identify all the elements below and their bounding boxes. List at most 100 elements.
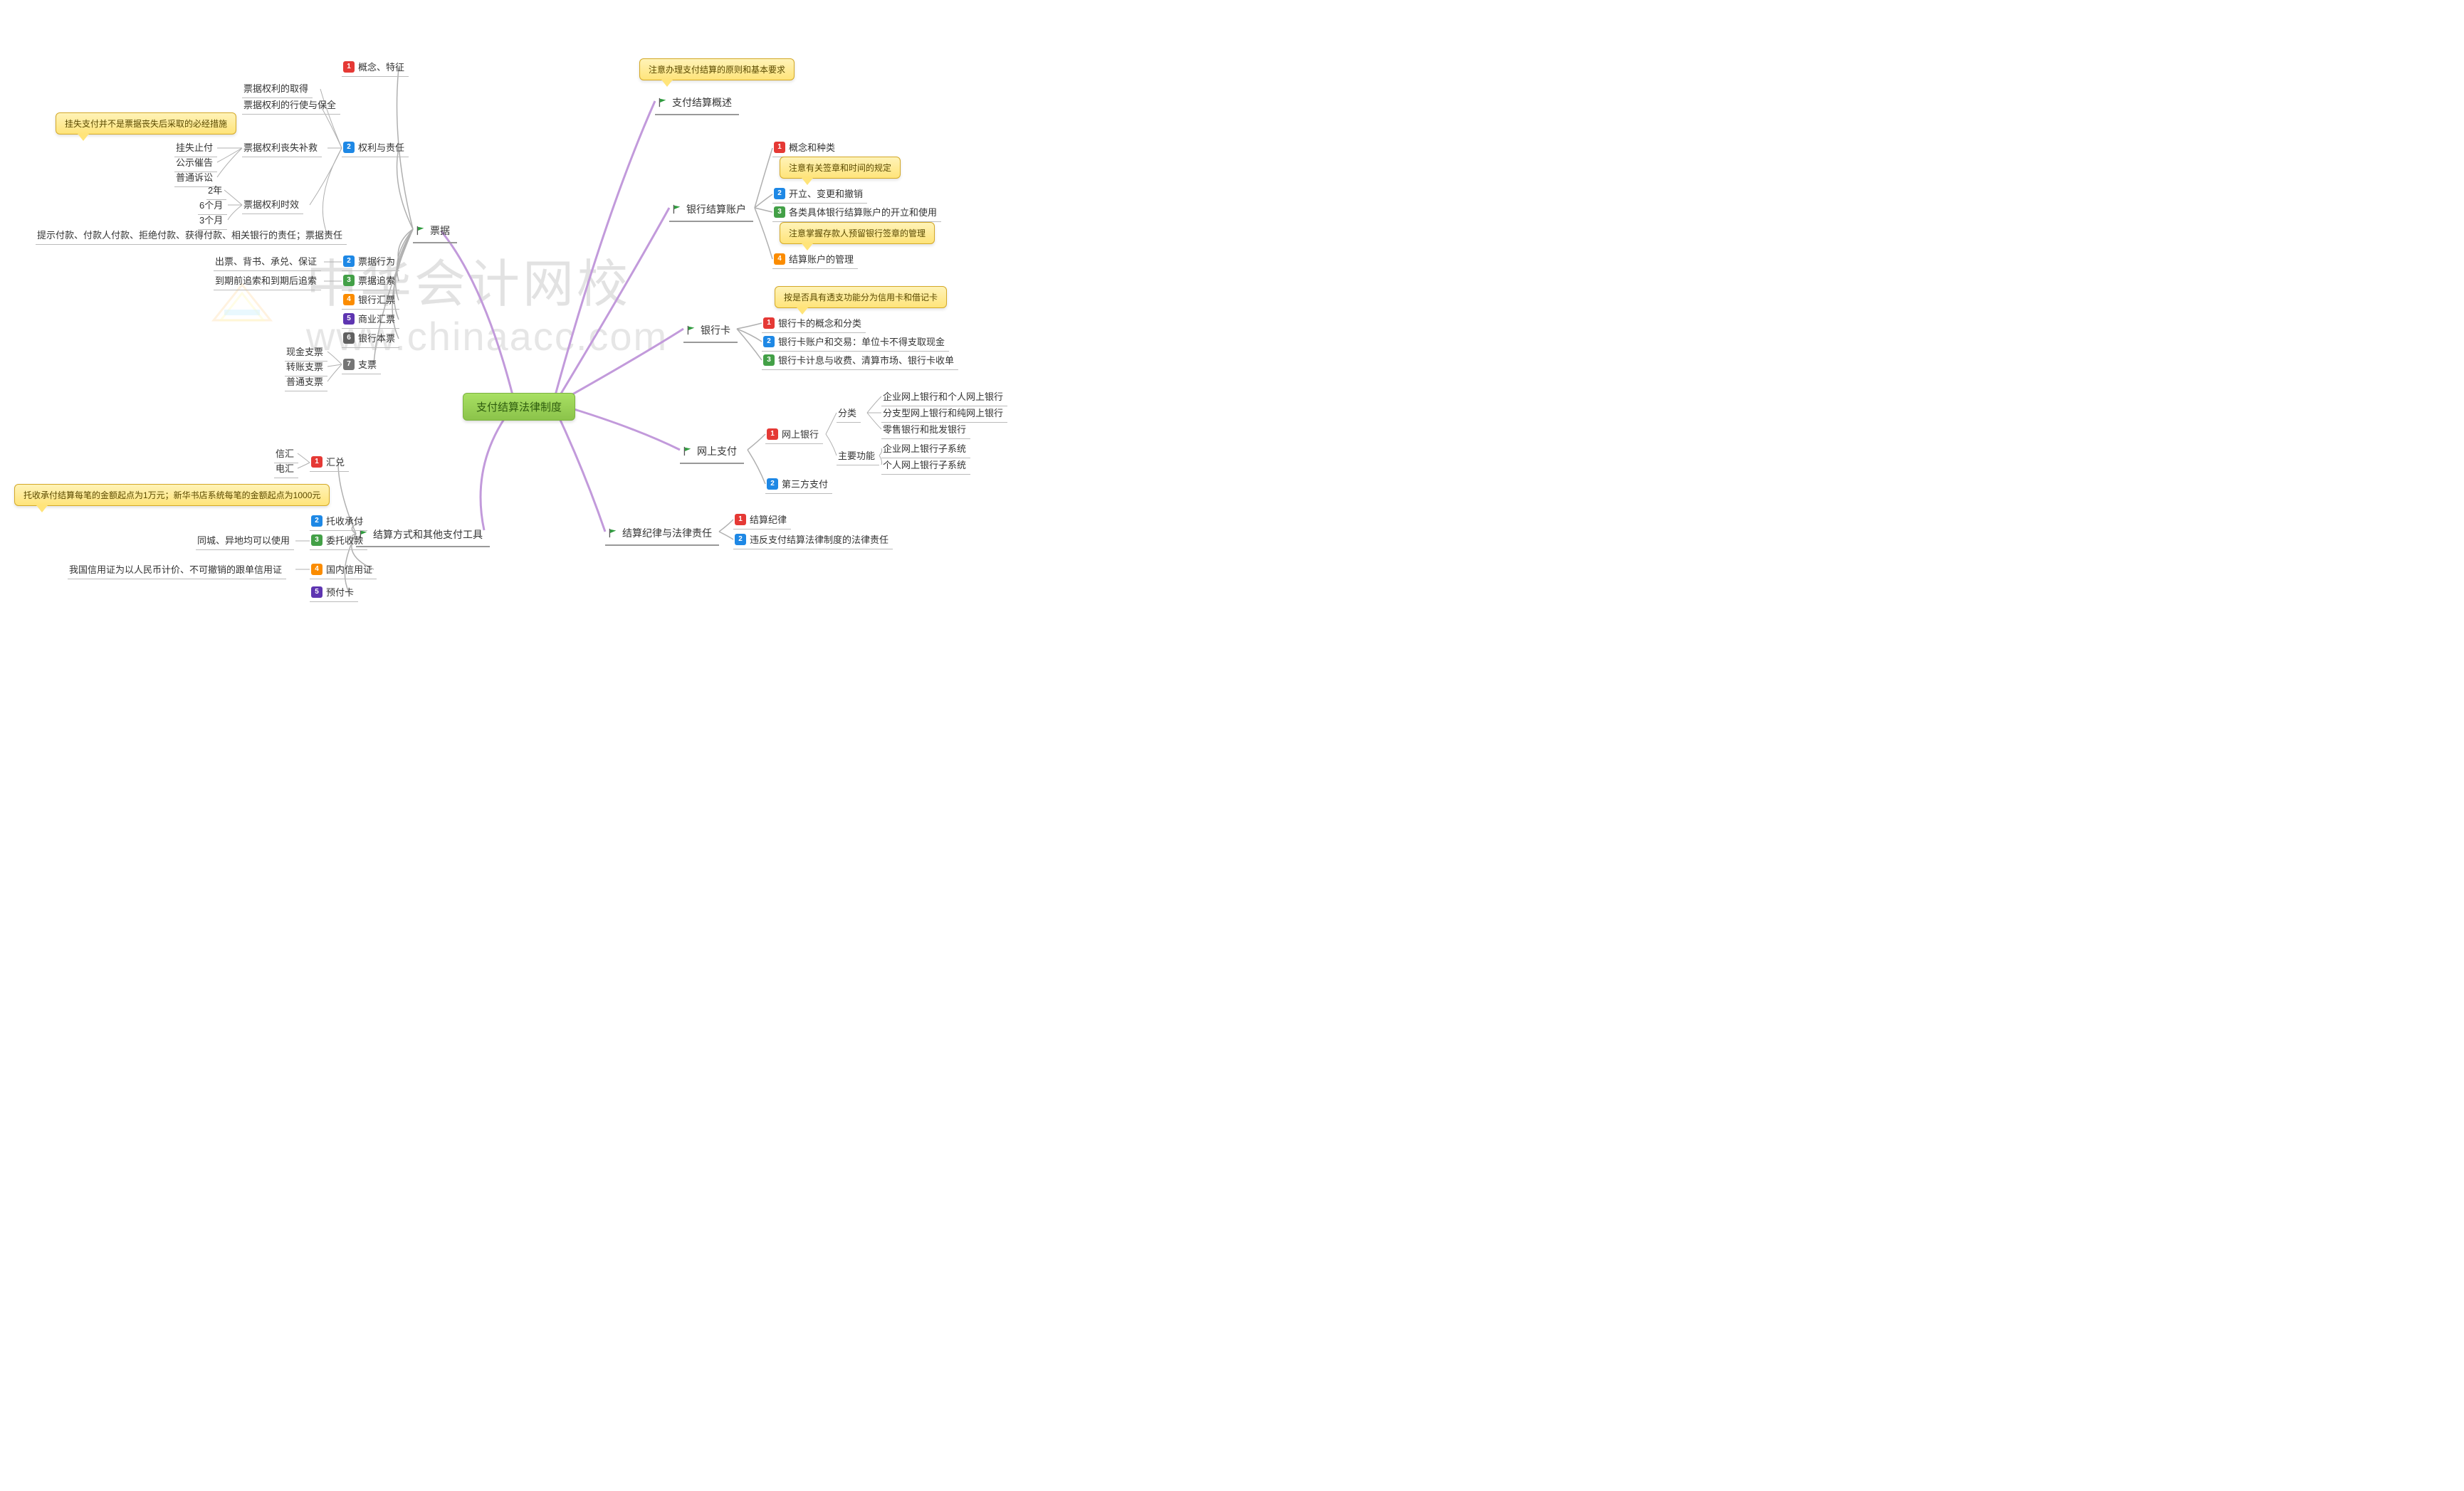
leaf-node: 个人网上银行子系统	[881, 456, 970, 475]
leaf-node: 普通支票	[285, 373, 327, 391]
branch-label: 网上支付	[697, 444, 737, 458]
leaf-label: 各类具体银行结算账户的开立和使用	[789, 205, 937, 218]
leaf-label: 开立、变更和撤销	[789, 186, 863, 200]
leaf-label: 2年	[208, 183, 222, 196]
leaf-label: 违反支付结算法律制度的法律责任	[750, 532, 888, 546]
leaf-label: 同城、异地均可以使用	[197, 533, 290, 547]
leaf-label: 银行卡计息与收费、清算市场、银行卡收单	[778, 353, 954, 367]
leaf-node: 出票、背书、承兑、保证	[214, 253, 321, 271]
branch-label: 结算方式和其他支付工具	[373, 527, 483, 542]
leaf-label: 提示付款、付款人付款、拒绝付款、获得付款、相关银行的责任；票据责任	[37, 228, 342, 241]
root-node: 支付结算法律制度	[463, 393, 575, 421]
branch-gaishu: 支付结算概述	[655, 93, 739, 115]
leaf-label: 票据权利丧失补救	[243, 140, 318, 154]
leaf-label: 预付卡	[326, 585, 354, 599]
leaf-node: 主要功能	[837, 447, 879, 465]
leaf-label: 现金支票	[286, 344, 323, 358]
leaf-node: 提示付款、付款人付款、拒绝付款、获得付款、相关银行的责任；票据责任	[36, 226, 347, 245]
leaf-node: 1汇兑	[310, 453, 349, 472]
branch-label: 支付结算概述	[672, 95, 732, 110]
leaf-node: 1网上银行	[765, 426, 823, 444]
leaf-label: 概念、特征	[358, 60, 404, 73]
leaf-label: 票据权利的行使与保全	[243, 98, 336, 111]
leaf-label: 个人网上银行子系统	[883, 458, 966, 471]
leaf-node: 票据权利丧失补救	[242, 139, 322, 157]
branch-wangshang: 网上支付	[680, 441, 744, 464]
leaf-label: 我国信用证为以人民币计价、不可撤销的跟单信用证	[69, 562, 282, 576]
leaf-node: 3委托收款	[310, 532, 367, 550]
leaf-node: 我国信用证为以人民币计价、不可撤销的跟单信用证	[68, 561, 286, 579]
branch-label: 结算纪律与法律责任	[622, 526, 712, 540]
leaf-node: 零售银行和批发银行	[881, 421, 970, 439]
leaf-label: 出票、背书、承兑、保证	[215, 254, 317, 268]
branch-jiesuan: 结算方式和其他支付工具	[356, 525, 490, 547]
leaf-node: 2第三方支付	[765, 475, 832, 494]
leaf-label: 票据权利时效	[243, 197, 299, 211]
leaf-node: 同城、异地均可以使用	[196, 532, 294, 550]
branch-label: 银行卡	[701, 323, 730, 337]
leaf-node: 1概念和种类	[772, 139, 839, 157]
branch-yinhangka: 银行卡	[683, 320, 738, 343]
leaf-node: 4结算账户的管理	[772, 251, 858, 269]
leaf-label: 商业汇票	[358, 312, 395, 325]
branch-label: 票据	[430, 223, 450, 238]
leaf-label: 结算账户的管理	[789, 252, 854, 265]
leaf-node: 7支票	[342, 356, 381, 374]
leaf-node: 1银行卡的概念和分类	[762, 315, 866, 333]
leaf-node: 票据权利时效	[242, 196, 303, 214]
leaf-label: 票据权利的取得	[243, 81, 308, 95]
leaf-label: 公示催告	[176, 155, 213, 169]
leaf-node: 1概念、特征	[342, 58, 409, 77]
leaf-label: 银行汇票	[358, 293, 395, 306]
leaf-label: 银行卡账户和交易：单位卡不得支取现金	[778, 334, 945, 348]
leaf-label: 托收承付	[326, 514, 363, 527]
callout-note: 注意办理支付结算的原则和基本要求	[639, 58, 795, 80]
leaf-node: 2权利与责任	[342, 139, 409, 157]
leaf-node: 4银行汇票	[342, 291, 399, 310]
leaf-label: 网上银行	[782, 427, 819, 441]
leaf-label: 国内信用证	[326, 562, 372, 576]
branch-zhanghu: 银行结算账户	[669, 199, 753, 222]
leaf-label: 委托收款	[326, 533, 363, 547]
leaf-label: 票据行为	[358, 254, 395, 268]
leaf-label: 零售银行和批发银行	[883, 422, 966, 436]
leaf-label: 汇兑	[326, 455, 345, 468]
leaf-label: 分类	[838, 406, 856, 419]
leaf-node: 2票据行为	[342, 253, 399, 271]
leaf-label: 票据追索	[358, 273, 395, 287]
leaf-label: 分支型网上银行和纯网上银行	[883, 406, 1003, 419]
branch-jilv: 结算纪律与法律责任	[605, 523, 719, 546]
leaf-node: 2银行卡账户和交易：单位卡不得支取现金	[762, 333, 949, 352]
leaf-label: 银行本票	[358, 331, 395, 344]
leaf-node: 3票据追索	[342, 272, 399, 290]
callout-note: 按是否具有透支功能分为信用卡和借记卡	[775, 286, 947, 308]
leaf-node: 5预付卡	[310, 584, 358, 602]
branch-piaoju: 票据	[413, 221, 457, 243]
leaf-node: 电汇	[274, 460, 298, 478]
leaf-label: 挂失止付	[176, 140, 213, 154]
leaf-label: 权利与责任	[358, 140, 404, 154]
leaf-label: 第三方支付	[782, 477, 828, 490]
callout-note: 托收承付结算每笔的金额起点为1万元；新华书店系统每笔的金额起点为1000元	[14, 484, 330, 506]
leaf-node: 2托收承付	[310, 512, 367, 531]
leaf-node: 4国内信用证	[310, 561, 377, 579]
leaf-label: 主要功能	[838, 448, 875, 462]
leaf-node: 3各类具体银行结算账户的开立和使用	[772, 204, 941, 222]
branch-label: 银行结算账户	[686, 202, 746, 216]
callout-note: 挂失支付并不是票据丧失后采取的必经措施	[56, 112, 236, 135]
leaf-label: 结算纪律	[750, 512, 787, 526]
leaf-node: 票据权利的行使与保全	[242, 96, 340, 115]
leaf-node: 3个月	[198, 211, 227, 230]
callout-note: 注意掌握存款人预留银行签章的管理	[780, 222, 935, 244]
leaf-label: 概念和种类	[789, 140, 835, 154]
leaf-label: 企业网上银行和个人网上银行	[883, 389, 1003, 403]
leaf-node: 分类	[837, 404, 861, 423]
leaf-label: 企业网上银行子系统	[883, 441, 966, 455]
leaf-node: 到期前追索和到期后追索	[214, 272, 321, 290]
leaf-label: 银行卡的概念和分类	[778, 316, 861, 330]
leaf-label: 转账支票	[286, 359, 323, 373]
leaf-node: 2开立、变更和撤销	[772, 185, 867, 204]
leaf-label: 电汇	[276, 461, 294, 475]
leaf-label: 到期前追索和到期后追索	[215, 273, 317, 287]
leaf-node: 2违反支付结算法律制度的法律责任	[733, 531, 893, 549]
